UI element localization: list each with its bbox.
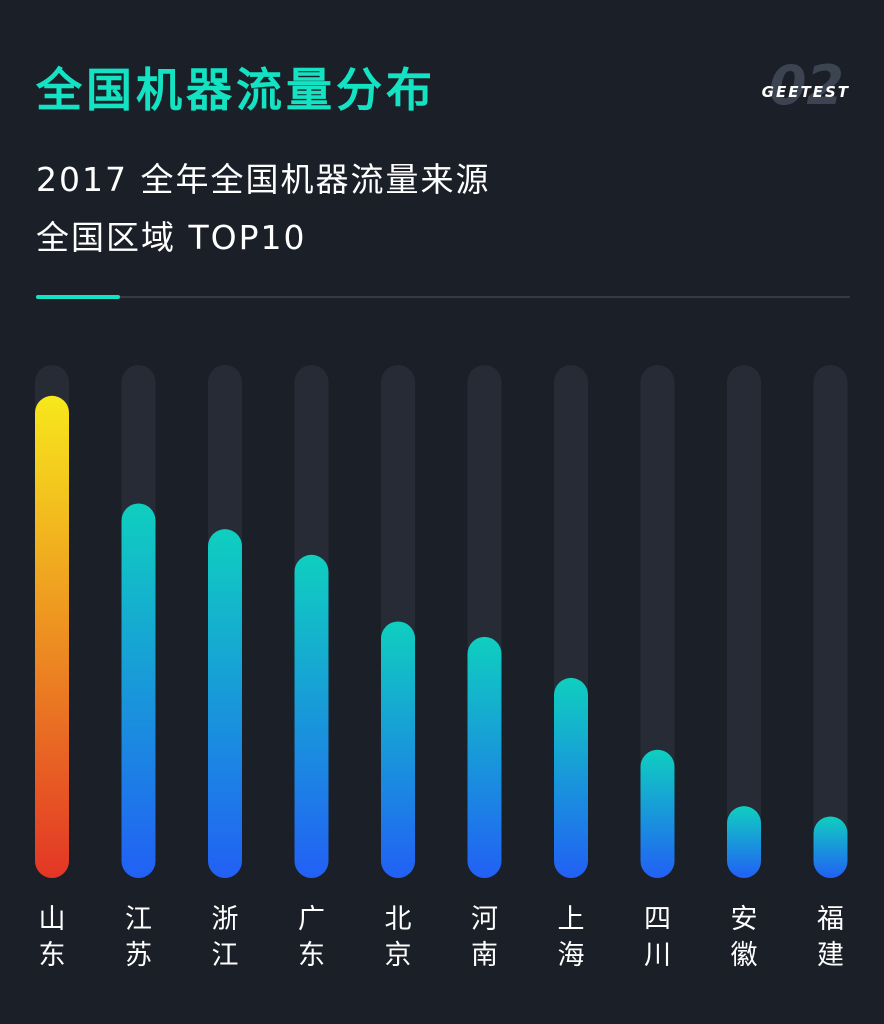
bar: [727, 806, 761, 878]
page-title: 全国机器流量分布: [36, 63, 436, 117]
category-label: 东: [39, 940, 66, 971]
bar: [35, 395, 69, 878]
bar-track: [813, 365, 848, 878]
category-label: 苏: [125, 940, 152, 971]
category-label: 河: [471, 904, 498, 935]
category-label: 江: [125, 904, 152, 935]
category-label: 京: [385, 940, 412, 971]
brand-logo: 02 GEETEST: [740, 56, 850, 118]
category-label: 浙: [212, 904, 239, 935]
category-label: 建: [817, 940, 844, 971]
bar-track: [640, 365, 675, 878]
divider: [36, 295, 850, 299]
category-label: 广: [298, 904, 325, 935]
category-label: 四: [644, 904, 671, 935]
category-label: 徽: [731, 940, 758, 971]
category-label: 安: [731, 904, 758, 935]
bars: [35, 395, 848, 878]
subtitle-line-2: 全国区域 TOP10: [36, 218, 307, 257]
brand-name: GEETEST: [761, 83, 850, 101]
category-label: 上: [558, 904, 585, 935]
category-label: 海: [558, 940, 585, 971]
bar: [640, 749, 675, 878]
divider-accent: [36, 295, 120, 299]
category-label: 北: [385, 904, 412, 935]
bar: [208, 529, 242, 878]
page-number: 02: [768, 54, 844, 117]
category-label: 江: [212, 940, 239, 971]
bar-tracks: [35, 365, 848, 878]
subtitle-line-1: 2017 全年全国机器流量来源: [36, 160, 491, 199]
bar: [294, 554, 329, 878]
bar: [813, 816, 848, 878]
bar-track: [727, 365, 761, 878]
category-label: 东: [298, 940, 325, 971]
bar: [121, 503, 156, 878]
category-label: 山: [39, 904, 66, 935]
category-label: 南: [471, 940, 498, 971]
category-label: 川: [644, 940, 671, 971]
bar: [554, 677, 588, 878]
bar: [467, 636, 502, 878]
category-label: 福: [817, 904, 844, 935]
bar: [381, 621, 415, 878]
